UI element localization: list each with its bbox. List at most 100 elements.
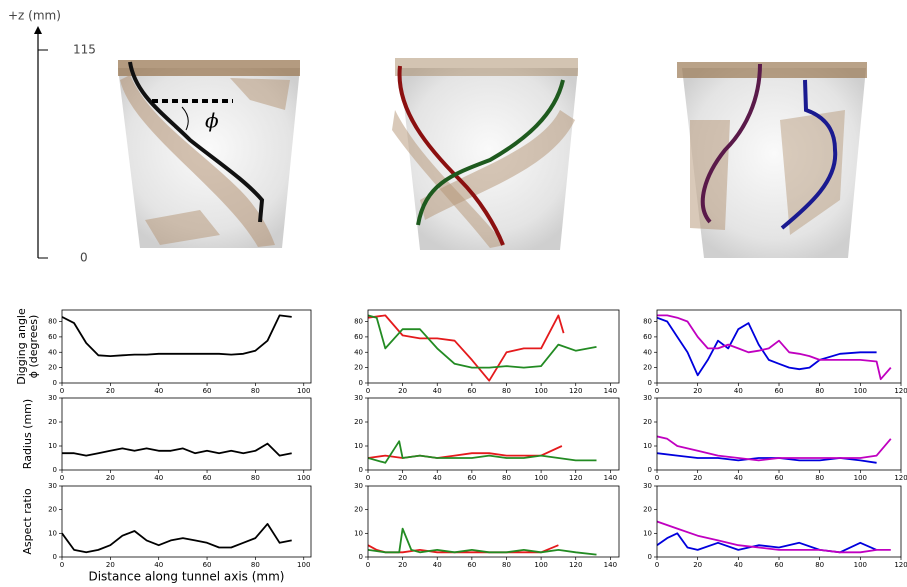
x-tick-label: 140 (604, 387, 617, 395)
y-tick-label: 10 (354, 529, 363, 537)
x-tick-label: 40 (734, 561, 743, 569)
x-tick-label: 20 (693, 561, 702, 569)
data-line (62, 524, 292, 552)
data-line (368, 441, 597, 463)
x-tick-label: 0 (655, 561, 659, 569)
x-tick-label: 80 (251, 561, 260, 569)
x-tick-label: 80 (502, 387, 511, 395)
axes-frame (657, 398, 901, 470)
z-tick-label: 115 (73, 43, 96, 57)
x-tick-label: 0 (60, 561, 64, 569)
axes-frame (368, 486, 619, 557)
plot-area (368, 529, 597, 555)
y-tick-label: 60 (48, 333, 57, 341)
y-tick-label: 10 (48, 442, 57, 450)
z-arrow (34, 26, 42, 34)
y-tick-label: 60 (643, 333, 652, 341)
x-tick-label: 100 (297, 474, 310, 482)
angle-label: ϕ (205, 109, 219, 133)
data-line (368, 315, 564, 380)
chart-panel: 020406080100120020406080 (643, 310, 907, 395)
y-tick-label: 30 (643, 482, 652, 490)
x-tick-label: 100 (534, 474, 547, 482)
x-tick-label: 120 (569, 387, 582, 395)
y-tick-label: 20 (354, 364, 363, 372)
y-tick-label: 30 (354, 482, 363, 490)
x-tick-label: 40 (734, 474, 743, 482)
x-tick-label: 20 (106, 561, 115, 569)
x-tick-label: 120 (894, 387, 907, 395)
y-tick-label: 20 (354, 418, 363, 426)
x-tick-label: 80 (502, 561, 511, 569)
render-2 (392, 58, 578, 250)
x-tick-label: 20 (398, 561, 407, 569)
y-tick-label: 0 (648, 466, 652, 474)
y-tick-label: 30 (643, 394, 652, 402)
y-tick-label: 80 (354, 318, 363, 326)
data-line (657, 533, 877, 552)
y-tick-label: 0 (53, 379, 57, 387)
x-tick-label: 80 (815, 561, 824, 569)
x-tick-label: 40 (433, 387, 442, 395)
y-tick-label: 20 (643, 506, 652, 514)
x-tick-label: 120 (894, 474, 907, 482)
y-tick-label: 30 (48, 394, 57, 402)
x-tick-label: 0 (655, 474, 659, 482)
axes-frame (62, 398, 311, 470)
plot-area (657, 522, 891, 553)
x-tick-label: 100 (534, 561, 547, 569)
x-tick-label: 60 (467, 474, 476, 482)
y-tick-label: 0 (359, 553, 363, 561)
y-tick-label: 30 (48, 482, 57, 490)
x-tick-label: 20 (106, 387, 115, 395)
data-line (368, 529, 597, 555)
x-tick-label: 60 (775, 474, 784, 482)
x-tick-label: 40 (433, 561, 442, 569)
x-tick-label: 40 (433, 474, 442, 482)
x-tick-label: 60 (203, 474, 212, 482)
y-tick-label: 30 (354, 394, 363, 402)
x-tick-label: 100 (297, 387, 310, 395)
figure: +z (mm) 115 0 ϕ 020406080100020406080Dig… (0, 0, 907, 587)
plot-area (62, 524, 292, 552)
x-tick-label: 120 (569, 561, 582, 569)
x-tick-label: 60 (203, 387, 212, 395)
axes-frame (62, 486, 311, 557)
x-tick-label: 80 (251, 387, 260, 395)
y-tick-label: 40 (48, 348, 57, 356)
axes-frame (62, 310, 311, 383)
x-tick-label: 20 (693, 474, 702, 482)
y-tick-label: 0 (359, 466, 363, 474)
x-tick-label: 60 (467, 387, 476, 395)
x-tick-label: 0 (60, 474, 64, 482)
y-axis-label: Digging angleϕ (degrees) (15, 308, 40, 385)
x-axis-label: Distance along tunnel axis (mm) (88, 570, 284, 584)
y-tick-label: 40 (354, 348, 363, 356)
data-line (62, 315, 292, 356)
x-tick-label: 120 (569, 474, 582, 482)
x-tick-label: 80 (815, 387, 824, 395)
axes-frame (657, 310, 901, 383)
render-1: ϕ (118, 60, 300, 248)
plot-area (62, 444, 292, 456)
x-tick-label: 20 (398, 474, 407, 482)
data-line (657, 315, 891, 379)
chart-panel: 0204060801000102030Aspect ratioDistance … (21, 482, 311, 584)
x-tick-label: 100 (854, 387, 867, 395)
z-axis-label: +z (mm) (8, 9, 61, 23)
x-tick-label: 100 (854, 474, 867, 482)
y-tick-label: 0 (53, 553, 57, 561)
y-tick-label: 80 (643, 318, 652, 326)
x-tick-label: 80 (815, 474, 824, 482)
data-line (368, 315, 597, 367)
axes-frame (657, 486, 901, 557)
x-tick-label: 60 (467, 561, 476, 569)
x-tick-label: 60 (775, 387, 784, 395)
z-tick-label: 0 (80, 251, 88, 265)
x-tick-label: 140 (604, 474, 617, 482)
x-tick-label: 40 (154, 387, 163, 395)
chart-panel: 0204060801001200102030 (643, 394, 907, 482)
